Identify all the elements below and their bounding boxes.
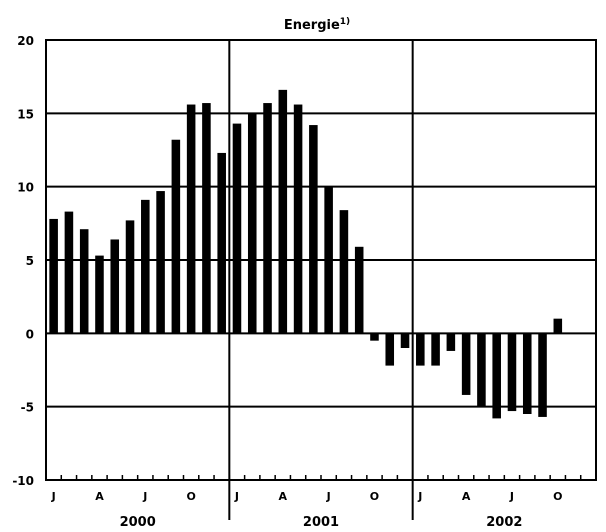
bar xyxy=(477,333,486,407)
bar xyxy=(263,103,272,334)
chart-title: Energie1) xyxy=(284,17,350,33)
bar xyxy=(553,318,563,334)
bar xyxy=(110,239,120,334)
bar xyxy=(385,333,395,366)
bar xyxy=(431,333,440,366)
bar xyxy=(339,210,349,334)
y-tick-label: 0 xyxy=(26,327,34,341)
x-month-label: J xyxy=(142,490,147,503)
y-tick-label: 15 xyxy=(17,107,34,121)
x-month-label: A xyxy=(462,490,471,503)
x-month-label: O xyxy=(370,490,379,503)
x-month-label: A xyxy=(279,490,288,503)
x-month-label: O xyxy=(186,490,195,503)
bar xyxy=(400,333,410,348)
bar xyxy=(232,123,242,334)
x-month-label: O xyxy=(553,490,562,503)
bar xyxy=(186,104,196,334)
bar xyxy=(247,113,257,334)
x-month-label: A xyxy=(95,490,104,503)
bar xyxy=(141,199,150,334)
x-month-label: J xyxy=(417,490,422,503)
bar xyxy=(324,186,333,334)
bar xyxy=(79,229,89,334)
grid-lines xyxy=(46,40,596,520)
x-year-label: 2000 xyxy=(120,515,156,530)
bar xyxy=(293,104,303,334)
bar xyxy=(49,218,58,334)
bar xyxy=(354,246,364,334)
y-tick-label: 5 xyxy=(26,254,34,268)
y-tick-label: 10 xyxy=(17,181,34,195)
bar xyxy=(202,103,211,334)
bar xyxy=(156,191,165,334)
x-month-label: J xyxy=(509,490,514,503)
plot-frame xyxy=(45,39,597,481)
x-month-label: J xyxy=(326,490,331,503)
bar xyxy=(507,333,517,412)
y-axis: 20 15 10 5 0 -5 -10 xyxy=(12,34,34,488)
bar xyxy=(278,89,288,334)
bar xyxy=(95,255,104,334)
bar-series xyxy=(49,89,563,419)
x-year-label: 2001 xyxy=(303,515,339,530)
y-tick-label: -5 xyxy=(21,401,34,415)
x-year-label: 2002 xyxy=(486,515,522,530)
bar xyxy=(309,125,318,334)
y-tick-label: -10 xyxy=(12,474,34,488)
y-tick-label: 20 xyxy=(17,34,34,48)
bar xyxy=(492,333,501,419)
x-month-label: J xyxy=(51,490,56,503)
chart-title-text: Energie xyxy=(284,18,340,33)
bar xyxy=(125,220,135,334)
bar xyxy=(538,333,547,417)
x-axis: J A J O J A J O J A J O 2000 2001 2002 xyxy=(45,475,597,530)
bar xyxy=(416,333,425,366)
bar xyxy=(461,333,471,395)
bar xyxy=(446,333,456,351)
bar xyxy=(522,333,532,414)
chart-title-footnote: 1) xyxy=(340,17,350,27)
bar xyxy=(64,211,74,334)
x-month-label: J xyxy=(234,490,239,503)
bar xyxy=(217,152,226,334)
bar xyxy=(370,333,379,341)
bar xyxy=(171,139,181,334)
